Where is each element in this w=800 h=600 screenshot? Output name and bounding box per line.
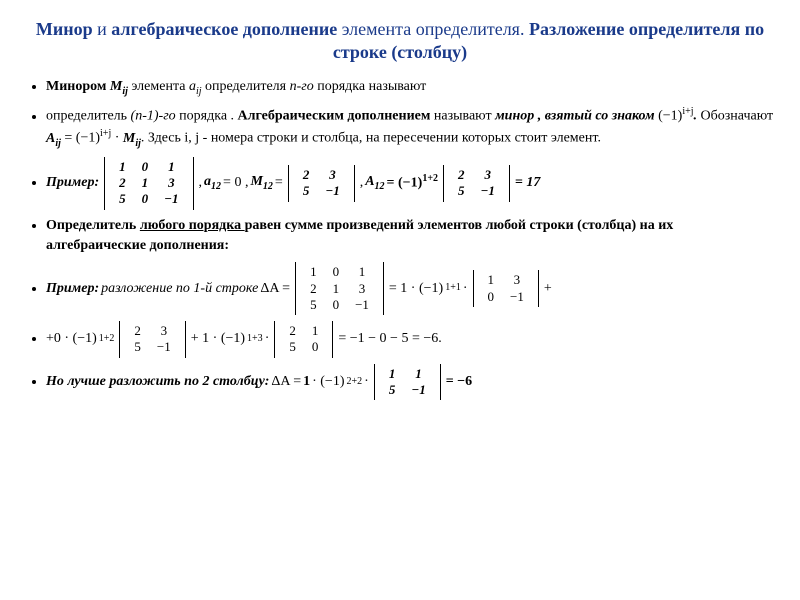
ex1-m12: M bbox=[250, 174, 262, 189]
def-cofactor: определитель (n-1)-го порядка . Алгебраи… bbox=[46, 105, 776, 151]
def1-n: n-го bbox=[290, 79, 314, 94]
ex2b-result: = −1 − 0 − 5 = −6. bbox=[338, 329, 441, 349]
ex1-A12sup: 1+2 bbox=[422, 173, 438, 184]
def2-sign: (−1) bbox=[655, 109, 683, 124]
ex1-a12: a bbox=[204, 174, 211, 189]
example-1: Пример: 101 213 50−1 , a12 = 0 , M12 = 2… bbox=[46, 157, 776, 210]
def1-tail: порядка называют bbox=[314, 79, 427, 94]
a-ij: a bbox=[189, 79, 196, 94]
m-ij: M bbox=[110, 79, 122, 94]
title-sep2: элемента определителя. bbox=[337, 19, 529, 39]
ex1-result: = 17 bbox=[515, 175, 540, 190]
ex2-desc: разложение по 1-й строке bbox=[101, 279, 258, 299]
ex1-A12: A bbox=[365, 174, 374, 189]
def2-signsup: i+j bbox=[682, 106, 693, 117]
ex3-cdot: · bbox=[364, 372, 369, 392]
content-list: Минором Mij элемента aij определителя n-… bbox=[24, 77, 776, 400]
title-sep1: и bbox=[93, 19, 112, 39]
ex1-sep: , bbox=[199, 173, 203, 193]
def1-lead: Минором bbox=[46, 79, 110, 94]
title-part1: Минор bbox=[36, 19, 93, 39]
ex1-a12eq: = 0 , bbox=[223, 173, 248, 193]
ex2-plus: + bbox=[544, 279, 552, 299]
def2-n1: (n-1)-го bbox=[131, 109, 176, 124]
ex3-sup: 2+2 bbox=[347, 375, 363, 390]
ex2b-detb: 23 5−1 bbox=[119, 321, 185, 358]
def2-p4: Обозначают bbox=[701, 109, 774, 124]
rule: Определитель любого порядка равен сумме … bbox=[46, 216, 776, 257]
ex1-det2b: 23 5−1 bbox=[443, 165, 510, 202]
ex2b-detc: 21 50 bbox=[274, 321, 333, 358]
def2-dot: . bbox=[694, 109, 701, 124]
ex1-det3: 101 213 50−1 bbox=[104, 157, 193, 210]
def2-minor: минор , взятый со знаком bbox=[495, 109, 655, 124]
def2-alg: Алгебраическим дополнением bbox=[238, 109, 431, 124]
def2-cdot: · bbox=[111, 131, 123, 146]
example-3: Но лучше разложить по 2 столбцу: ΔA = 1 … bbox=[46, 364, 776, 401]
ex2-det3: 101 213 50−1 bbox=[295, 262, 384, 315]
ex3-p1: Но лучше разложить по 2 столбцу: bbox=[46, 374, 269, 389]
ex2b-sup1: 1+2 bbox=[99, 332, 115, 347]
Aij: A bbox=[46, 131, 55, 146]
def1-mid1: элемента bbox=[128, 79, 189, 94]
def2-eq: = (−1) bbox=[61, 131, 100, 146]
ex2-deltaA: ΔA = bbox=[260, 279, 290, 299]
ex3-one: 1 bbox=[303, 372, 310, 392]
def2-p2: порядка . bbox=[176, 109, 238, 124]
ex1-A12sub: 12 bbox=[375, 181, 385, 192]
ex2-deta: 13 0−1 bbox=[473, 270, 539, 307]
title-part2: алгебраическое дополнение bbox=[111, 19, 337, 39]
ex2-cdot: · bbox=[463, 279, 468, 299]
ex2b-sup2: 1+3 bbox=[247, 332, 263, 347]
def2-p3: называют bbox=[430, 109, 495, 124]
ex1-m12sub: 12 bbox=[263, 181, 273, 192]
ex3-deltaA: ΔA = bbox=[271, 372, 301, 392]
ex2b-p1: +0 · (−1) bbox=[46, 329, 97, 349]
ex2b-p2: + 1 · (−1) bbox=[191, 329, 245, 349]
ex2b-cdot: · bbox=[265, 329, 270, 349]
ex1-sep2: , bbox=[360, 173, 364, 193]
ex2-eq1: = 1 · (−1) bbox=[389, 279, 443, 299]
ex3-det: 11 5−1 bbox=[374, 364, 441, 401]
ex1-A12eq: = (−1) bbox=[387, 176, 423, 191]
example-2: Пример: разложение по 1-й строке ΔA = 10… bbox=[46, 262, 776, 315]
rule-p1: Определитель bbox=[46, 218, 140, 233]
ex2-sup1: 1+1 bbox=[445, 281, 461, 296]
rule-u: любого порядка bbox=[140, 218, 245, 233]
Mij: M bbox=[123, 131, 135, 146]
example-2b: +0 · (−1)1+2 23 5−1 + 1 · (−1)1+3 · 21 5… bbox=[46, 321, 776, 358]
def2-eqsup: i+j bbox=[100, 128, 111, 139]
ex1-a12sub: 12 bbox=[211, 181, 221, 192]
ex1-label: Пример: bbox=[46, 175, 99, 190]
ex3-result: = −6 bbox=[446, 372, 472, 392]
ex2-label: Пример: bbox=[46, 281, 99, 296]
def1-mid2: определителя bbox=[202, 79, 290, 94]
page-title: Минор и алгебраическое дополнение элемен… bbox=[24, 18, 776, 65]
def-minor: Минором Mij элемента aij определителя n-… bbox=[46, 77, 776, 99]
def2-p1: определитель bbox=[46, 109, 131, 124]
ex3-p2: · (−1) bbox=[312, 372, 344, 392]
ex1-m12eq: = bbox=[275, 173, 283, 193]
ex1-det2a: 23 5−1 bbox=[288, 165, 355, 202]
def2-tail: . Здесь i, j - номера строки и столбца, … bbox=[141, 131, 601, 146]
